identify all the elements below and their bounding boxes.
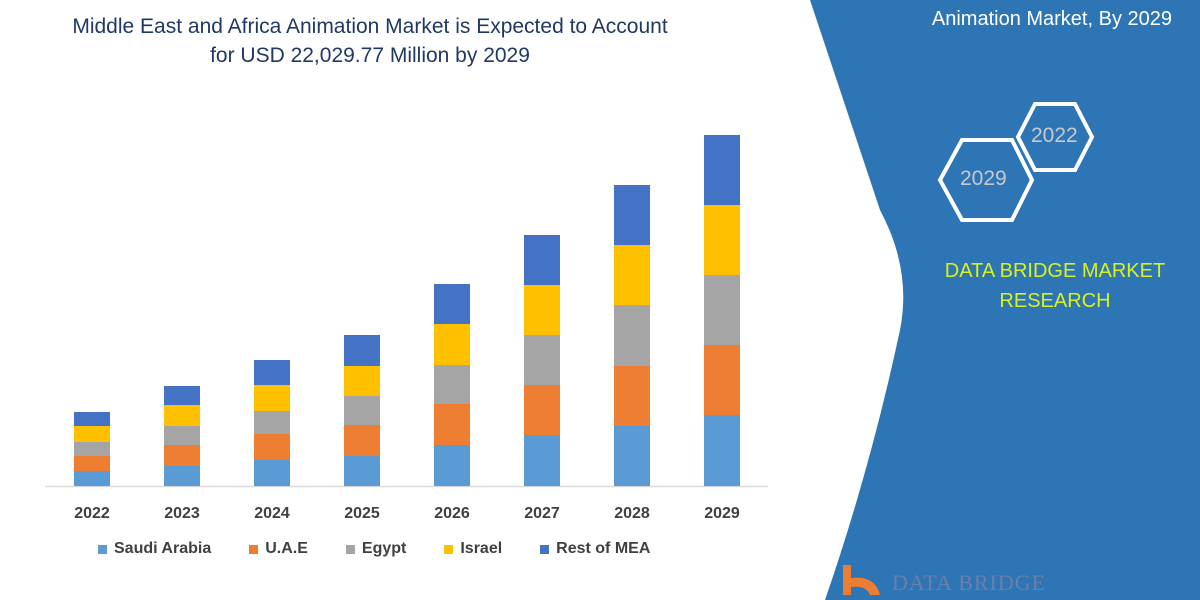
title-line-1: Middle East and Africa Animation Market … [72, 15, 668, 38]
x-tick-label: 2025 [344, 505, 380, 522]
hexagon-2022 [1015, 102, 1095, 172]
legend-label: U.A.E [265, 540, 308, 557]
legend-label: Rest of MEA [556, 540, 651, 557]
bar-segment-egypt-2028 [614, 305, 650, 366]
legend-label: Saudi Arabia [114, 540, 212, 557]
legend: Saudi Arabia U.A.E Egypt Israel Rest of MEA [98, 540, 688, 558]
bar-segment-u-a-e-2026 [434, 404, 470, 445]
bar-segment-egypt-2022 [74, 442, 110, 456]
bar-segment-saudi-arabia-2025 [344, 456, 380, 486]
legend-label: Egypt [361, 540, 407, 557]
bar-segment-saudi-arabia-2024 [254, 460, 290, 486]
x-tick-label: 2023 [164, 505, 200, 522]
legend-swatch [98, 544, 107, 554]
brand-line-2: RESEARCH [999, 290, 1111, 312]
bar-segment-egypt-2027 [524, 335, 560, 385]
title-line-2: for USD 22,029.77 Million by 2029 [210, 44, 530, 67]
hexagon-2029 [937, 138, 1035, 222]
x-tick-label: 2027 [524, 505, 560, 522]
legend-swatch [249, 544, 259, 554]
bar-segment-saudi-arabia-2029 [704, 415, 740, 486]
legend-swatch [345, 544, 355, 554]
x-tick-label: 2029 [704, 505, 740, 522]
hex-label-2022: 2022 [1031, 124, 1078, 147]
bar-segment-saudi-arabia-2028 [614, 426, 650, 486]
bar-segment-israel-2028 [614, 245, 650, 305]
bar-segment-u-a-e-2027 [524, 385, 560, 435]
logo-icon [843, 565, 880, 595]
x-tick-label: 2028 [614, 505, 650, 522]
bar-segment-u-a-e-2025 [344, 425, 380, 456]
legend-item: Egypt [345, 540, 407, 558]
legend-swatch [540, 544, 550, 554]
bar-segment-rest-of-mea-2022 [74, 412, 110, 426]
logo-text: DATA BRIDGE [892, 570, 1047, 595]
side-panel [810, 0, 1200, 600]
bar-segment-egypt-2023 [164, 426, 200, 445]
bar-segment-rest-of-mea-2027 [524, 235, 560, 285]
bar-segment-u-a-e-2028 [614, 366, 650, 426]
bar-segment-israel-2026 [434, 324, 470, 365]
bar-segment-israel-2022 [74, 426, 110, 442]
stacked-bar-chart: 2022 2023 2024 2025 2026 2027 2028 2029 [45, 135, 768, 522]
bar-segment-egypt-2029 [704, 275, 740, 345]
bar-segment-rest-of-mea-2023 [164, 386, 200, 405]
bar-segment-israel-2029 [704, 205, 740, 275]
chart-title: Middle East and Africa Animation Market … [20, 12, 720, 70]
bar-segment-saudi-arabia-2023 [164, 466, 200, 486]
x-tick-label: 2024 [254, 505, 290, 522]
bar-segment-rest-of-mea-2024 [254, 360, 290, 385]
brand-line-1: DATA BRIDGE MARKET [944, 260, 1166, 282]
x-tick-label: 2022 [74, 505, 110, 522]
brand-text: DATA BRIDGE MARKET RESEARCH [915, 256, 1195, 316]
bar-segment-rest-of-mea-2026 [434, 284, 470, 324]
x-tick-label: 2026 [434, 505, 470, 522]
legend-item: Saudi Arabia [98, 540, 211, 558]
bar-segment-egypt-2024 [254, 411, 290, 434]
bar-segment-rest-of-mea-2029 [704, 135, 740, 205]
legend-item: Rest of MEA [540, 540, 650, 558]
bar-segment-egypt-2026 [434, 365, 470, 404]
hex-label-2029: 2029 [960, 167, 1007, 190]
bar-segment-saudi-arabia-2022 [74, 471, 110, 486]
bar-segment-saudi-arabia-2026 [434, 445, 470, 486]
bar-segment-egypt-2025 [344, 396, 380, 425]
bar-segment-israel-2025 [344, 366, 380, 396]
bar-segment-israel-2027 [524, 285, 560, 335]
bar-segment-u-a-e-2023 [164, 445, 200, 466]
bar-segment-israel-2024 [254, 385, 290, 411]
bar-segment-u-a-e-2024 [254, 434, 290, 460]
legend-label: Israel [460, 540, 503, 557]
bar-segment-israel-2023 [164, 405, 200, 426]
bar-segment-rest-of-mea-2028 [614, 185, 650, 245]
legend-item: Israel [444, 540, 502, 558]
side-panel-title: Animation Market, By 2029 [931, 8, 1172, 30]
bar-segment-saudi-arabia-2027 [524, 435, 560, 486]
legend-swatch [444, 544, 454, 554]
legend-item: U.A.E [249, 540, 308, 558]
bar-segment-u-a-e-2022 [74, 456, 110, 471]
bar-segment-rest-of-mea-2025 [344, 335, 380, 366]
bar-segment-u-a-e-2029 [704, 345, 740, 415]
